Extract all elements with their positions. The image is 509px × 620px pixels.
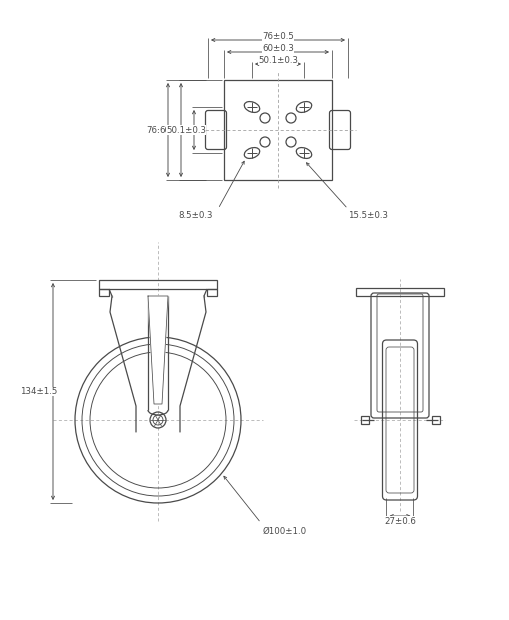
Text: 60±0.3: 60±0.3 xyxy=(159,125,190,135)
Text: 15.5±0.3: 15.5±0.3 xyxy=(347,211,387,219)
Text: 8.5±0.3: 8.5±0.3 xyxy=(178,211,213,219)
Text: 76±0.5: 76±0.5 xyxy=(146,125,178,135)
Bar xyxy=(360,416,369,424)
Polygon shape xyxy=(148,296,167,404)
Text: 27±0.6: 27±0.6 xyxy=(383,516,415,526)
Bar xyxy=(223,80,331,180)
Bar xyxy=(207,289,216,296)
Text: 134±1.5: 134±1.5 xyxy=(20,387,58,396)
Bar xyxy=(99,280,216,289)
Bar xyxy=(431,416,439,424)
Text: 50.1±0.3: 50.1±0.3 xyxy=(258,56,297,64)
Text: 50.1±0.3: 50.1±0.3 xyxy=(165,125,206,135)
Text: Ø100±1.0: Ø100±1.0 xyxy=(263,526,306,536)
Bar xyxy=(99,289,109,296)
Text: 60±0.3: 60±0.3 xyxy=(262,43,293,53)
Bar xyxy=(355,288,443,296)
Text: 76±0.5: 76±0.5 xyxy=(262,32,293,40)
